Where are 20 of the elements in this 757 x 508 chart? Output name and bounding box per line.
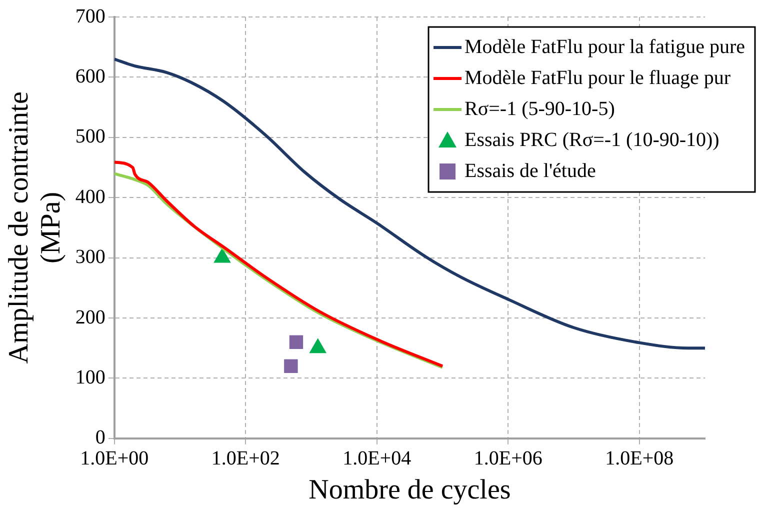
y-tick-label: 600 <box>75 65 106 88</box>
y-tick-label: 0 <box>95 426 106 449</box>
legend-label: Modèle FatFlu pour le fluage pur <box>464 66 731 89</box>
x-tick-label: 1.0E+06 <box>474 448 542 470</box>
y-tick-label: 300 <box>75 246 106 268</box>
x-tick-label: 1.0E+00 <box>80 448 149 470</box>
x-axis-title: Nombre de cycles <box>308 474 511 506</box>
y-tick-label: 700 <box>75 5 106 28</box>
legend-label: Rσ=-1 (5-90-10-5) <box>464 98 615 120</box>
y-tick-label: 200 <box>75 306 106 328</box>
y-tick-label: 500 <box>75 126 106 148</box>
x-tick-label: 1.0E+08 <box>605 448 674 470</box>
y-tick-label: 100 <box>75 366 106 388</box>
x-tick-label: 1.0E+04 <box>342 448 412 470</box>
x-tick-label: 1.0E+02 <box>211 448 280 470</box>
legend-label: Essais de l'étude <box>464 160 596 182</box>
y-tick-label: 400 <box>75 186 106 208</box>
y-axis-title: Amplitude de contrainte (MPa) <box>3 92 67 364</box>
legend-label: Essais PRC (Rσ=-1 (10-90-10)) <box>464 128 720 151</box>
legend-label: Modèle FatFlu pour la fatigue pure <box>464 36 746 58</box>
